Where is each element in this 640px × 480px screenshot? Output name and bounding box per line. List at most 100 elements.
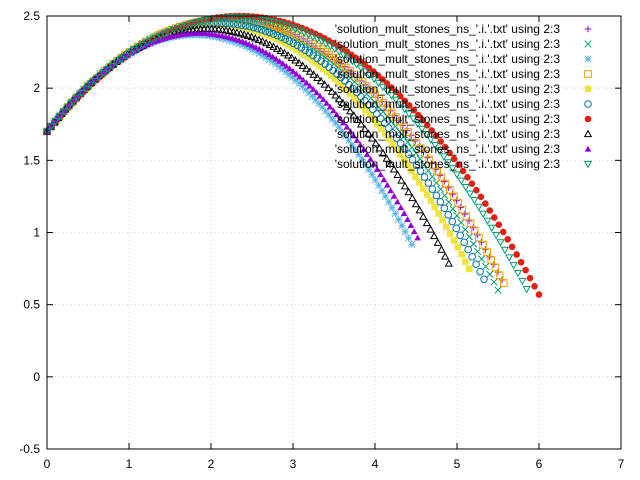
data-point — [265, 55, 273, 64]
data-point — [372, 110, 381, 118]
data-point — [478, 238, 485, 246]
data-point — [331, 91, 340, 99]
data-point — [404, 128, 413, 136]
data-point — [376, 114, 385, 123]
data-point — [201, 21, 208, 29]
data-point — [277, 37, 285, 45]
data-point — [508, 243, 516, 251]
data-point — [296, 73, 304, 80]
data-point — [346, 90, 354, 98]
data-point — [232, 28, 242, 36]
data-point — [415, 205, 424, 214]
data-point — [440, 204, 449, 213]
data-point — [378, 83, 387, 92]
data-point — [254, 35, 264, 43]
data-point — [461, 183, 470, 192]
data-point — [253, 24, 262, 33]
data-point — [373, 165, 381, 172]
data-point — [367, 155, 374, 162]
y-tick-label: -0.5 — [19, 442, 40, 456]
data-point — [353, 115, 362, 124]
data-point — [247, 32, 256, 41]
data-point — [73, 94, 82, 102]
data-point — [267, 21, 276, 30]
data-point — [486, 270, 494, 278]
data-point — [361, 68, 370, 76]
x-tick-label: 0 — [44, 457, 51, 471]
data-point — [258, 51, 267, 59]
data-point — [388, 204, 396, 212]
data-point — [305, 89, 313, 97]
legend-label: 'solution_mult_stones_ns_'.i.'.txt' usin… — [335, 97, 561, 111]
x-tick-label: 6 — [536, 457, 543, 471]
data-point — [450, 236, 458, 244]
legend-label: 'solution_mult_stones_ns_'.i.'.txt' usin… — [335, 157, 561, 171]
legend-marker — [584, 115, 592, 123]
data-point — [408, 240, 416, 249]
data-point — [286, 65, 293, 72]
data-point — [353, 88, 361, 97]
data-point — [390, 192, 398, 199]
data-point — [195, 18, 204, 26]
data-point — [387, 92, 396, 100]
data-point — [464, 173, 471, 181]
x-tick-label: 2 — [208, 457, 215, 471]
data-point — [335, 123, 343, 131]
data-point — [297, 44, 306, 52]
legend-label: 'solution_mult_stones_ns_'.i.'.txt' usin… — [335, 112, 561, 126]
data-point — [492, 231, 501, 240]
data-point — [273, 31, 282, 40]
data-point — [444, 159, 453, 167]
data-point — [428, 127, 435, 134]
data-point — [266, 51, 273, 58]
data-point — [495, 221, 503, 228]
legend-label: 'solution_mult_stones_ns_'.i.'.txt' usin… — [335, 82, 561, 96]
data-point — [236, 29, 245, 37]
data-point — [394, 215, 403, 224]
data-point — [218, 25, 227, 34]
data-point — [333, 111, 341, 118]
data-point — [252, 47, 260, 56]
data-point — [379, 99, 388, 107]
data-point — [433, 238, 442, 246]
legend: 'solution_mult_stones_ns_'.i.'.txt' usin… — [335, 22, 593, 171]
data-point — [95, 73, 104, 82]
data-point — [473, 247, 482, 256]
data-point — [313, 42, 321, 51]
data-point — [308, 40, 317, 48]
data-point — [408, 133, 417, 142]
legend-marker — [584, 85, 592, 93]
data-point — [446, 149, 453, 157]
data-point — [297, 48, 304, 56]
data-point — [439, 216, 446, 224]
data-point — [323, 68, 331, 76]
data-point — [412, 173, 419, 180]
data-point — [90, 77, 100, 86]
data-point — [276, 46, 285, 55]
legend-marker — [583, 129, 593, 138]
data-point — [416, 144, 425, 152]
data-point — [400, 181, 410, 190]
data-point — [281, 35, 290, 44]
data-point — [425, 155, 433, 164]
data-point — [432, 132, 440, 140]
data-point — [432, 191, 441, 200]
data-point — [428, 185, 437, 193]
data-point — [400, 144, 409, 153]
data-point — [377, 125, 385, 132]
data-point — [108, 62, 117, 71]
data-point — [265, 28, 274, 37]
data-point — [258, 37, 267, 45]
data-point — [477, 255, 486, 263]
data-point — [147, 36, 156, 45]
data-point — [479, 241, 487, 249]
data-point — [441, 143, 449, 151]
data-point — [354, 98, 362, 106]
data-point — [323, 99, 330, 106]
x-tick-label: 1 — [126, 457, 133, 471]
data-point — [289, 67, 297, 74]
data-point — [316, 92, 324, 99]
data-point — [335, 94, 344, 103]
data-point — [243, 14, 252, 23]
data-point — [212, 21, 220, 28]
